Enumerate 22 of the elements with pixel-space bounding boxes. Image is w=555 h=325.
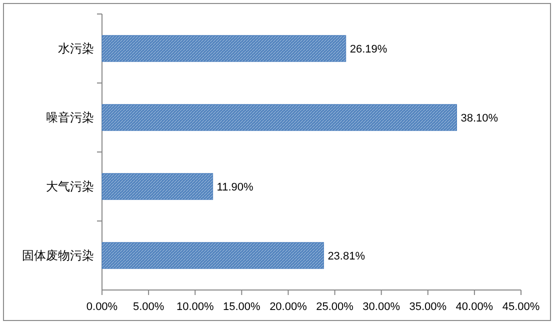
bar xyxy=(102,35,346,62)
x-tick-label: 15.00% xyxy=(223,301,261,313)
y-tick-label: 大气污染 xyxy=(46,180,94,194)
x-tick-label: 40.00% xyxy=(456,301,494,313)
x-tick-label: 5.00% xyxy=(132,301,164,313)
data-label: 26.19% xyxy=(350,44,388,56)
y-tick-label: 水污染 xyxy=(58,42,94,56)
y-tick-label: 噪音污染 xyxy=(46,110,94,124)
x-tick-label: 25.00% xyxy=(316,301,354,313)
bar xyxy=(102,173,214,200)
bar xyxy=(102,104,458,131)
data-label: 38.10% xyxy=(460,112,498,124)
x-tick-label: 45.00% xyxy=(502,301,540,313)
data-label: 11.90% xyxy=(216,182,254,194)
y-tick-label: 固体废物污染 xyxy=(22,248,94,262)
data-label: 23.81% xyxy=(328,250,366,262)
x-tick-label: 20.00% xyxy=(270,301,308,313)
x-tick-label: 35.00% xyxy=(409,301,447,313)
x-tick-label: 0.00% xyxy=(86,301,118,313)
bar xyxy=(102,242,324,269)
x-tick-label: 30.00% xyxy=(362,301,400,313)
x-tick-label: 10.00% xyxy=(176,301,214,313)
